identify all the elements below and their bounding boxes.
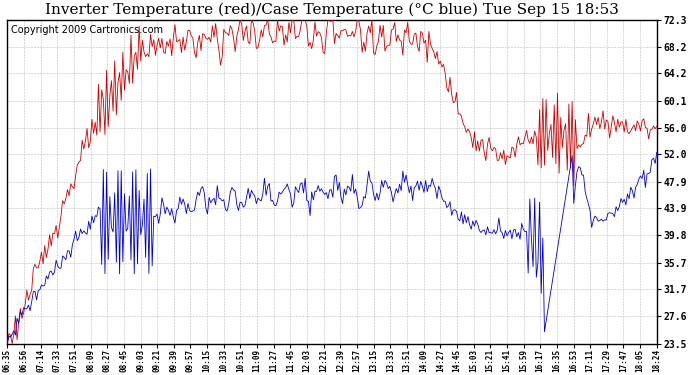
Title: Inverter Temperature (red)/Case Temperature (°C blue) Tue Sep 15 18:53: Inverter Temperature (red)/Case Temperat… [45,3,619,17]
Text: Copyright 2009 Cartronics.com: Copyright 2009 Cartronics.com [10,25,163,34]
